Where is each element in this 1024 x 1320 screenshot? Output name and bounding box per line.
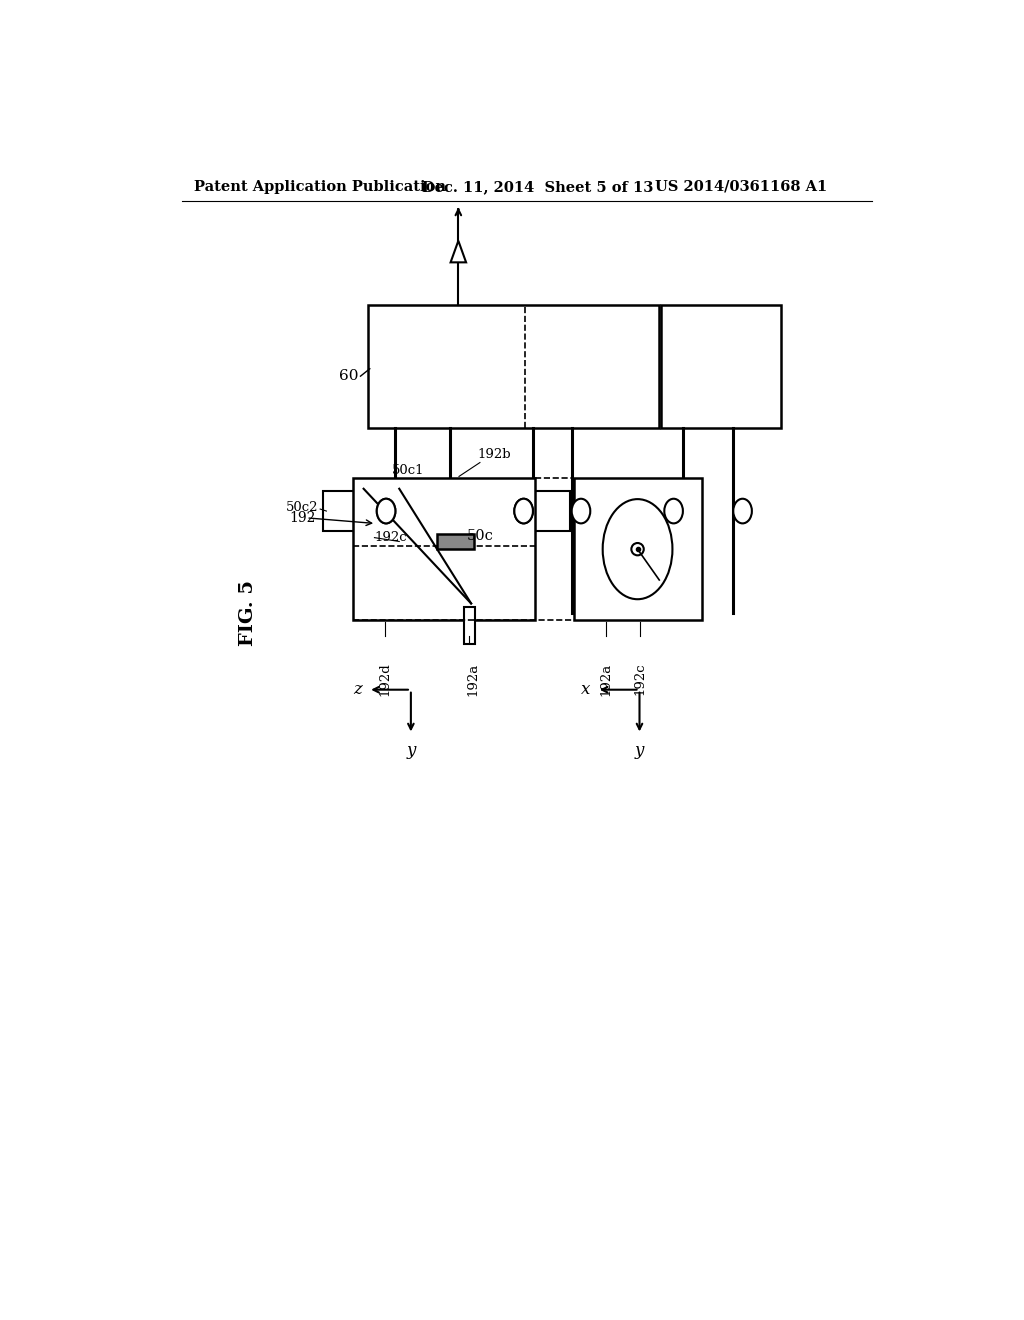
Text: Dec. 11, 2014  Sheet 5 of 13: Dec. 11, 2014 Sheet 5 of 13 [423,180,654,194]
Text: 50c1: 50c1 [392,465,425,478]
Ellipse shape [571,499,590,524]
Bar [352,478,535,620]
Bar [369,305,658,428]
Ellipse shape [514,499,532,524]
Ellipse shape [733,499,752,524]
Bar [662,305,781,428]
Text: 60: 60 [339,370,359,383]
Text: 192b: 192b [477,447,511,461]
Bar [464,607,475,644]
Text: 192a: 192a [599,663,612,696]
Bar [573,478,701,620]
Text: 192: 192 [289,511,315,525]
Ellipse shape [377,499,395,524]
Text: 192d: 192d [379,663,392,697]
Bar [436,533,474,549]
Text: Patent Application Publication: Patent Application Publication [194,180,445,194]
Polygon shape [451,240,466,263]
Circle shape [632,543,644,556]
Ellipse shape [603,499,673,599]
Bar [535,491,570,531]
Text: 50c: 50c [467,529,494,543]
Text: 192c: 192c [375,531,408,544]
Text: x: x [582,681,591,698]
Ellipse shape [377,499,395,524]
Text: 192a: 192a [467,663,479,696]
Ellipse shape [665,499,683,524]
Text: z: z [353,681,362,698]
Text: 192c: 192c [634,663,646,696]
Text: y: y [407,742,416,759]
Text: y: y [635,742,644,759]
Text: 50c2: 50c2 [286,500,318,513]
Bar [397,491,449,531]
Text: FIG. 5: FIG. 5 [240,579,257,645]
Ellipse shape [514,499,532,524]
Bar [323,491,377,531]
Text: US 2014/0361168 A1: US 2014/0361168 A1 [655,180,827,194]
